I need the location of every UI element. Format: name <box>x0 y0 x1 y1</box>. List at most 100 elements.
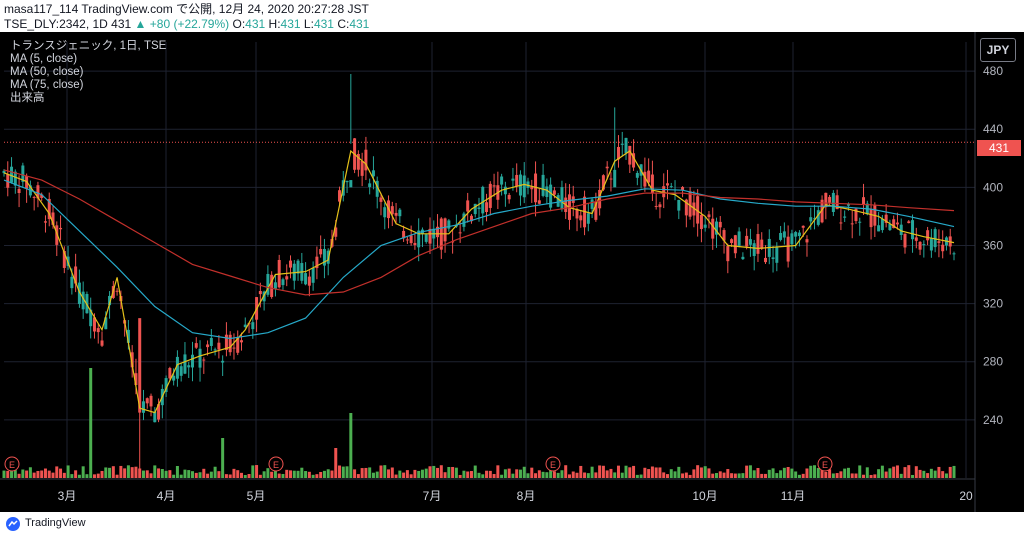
volume-bar <box>47 470 51 478</box>
volume-bar <box>119 465 123 478</box>
legend-ma50[interactable]: MA (50, close) <box>10 66 84 78</box>
volume-bar <box>752 470 756 478</box>
volume-bar <box>873 474 877 478</box>
volume-bar <box>251 465 255 478</box>
candle-body <box>733 235 737 254</box>
candle-body <box>877 225 881 232</box>
volume-bar <box>665 474 669 478</box>
volume-bar <box>25 470 29 478</box>
candle-body <box>21 165 25 182</box>
volume-bar <box>571 471 575 478</box>
volume-bar <box>884 471 888 478</box>
volume-bar <box>240 472 243 478</box>
volume-bar <box>813 465 817 478</box>
close-label: C: <box>337 17 350 31</box>
candle-body <box>89 309 93 327</box>
volume-bar <box>632 465 636 478</box>
volume-bar <box>609 468 613 478</box>
candle-body <box>858 221 862 223</box>
volume-bar <box>620 472 624 478</box>
candle-body <box>398 209 402 217</box>
legend-ma75[interactable]: MA (75, close) <box>10 79 84 91</box>
legend-ma5[interactable]: MA (5, close) <box>10 53 78 65</box>
volume-bar <box>270 471 274 478</box>
candle-body <box>805 239 809 243</box>
volume-bar <box>711 473 715 478</box>
volume-bar <box>760 473 764 478</box>
volume-bar <box>432 465 436 478</box>
volume-bar <box>100 470 104 478</box>
volume-bar <box>141 470 145 478</box>
candle-body <box>371 170 375 177</box>
candle-body <box>104 317 108 330</box>
volume-bar <box>360 468 364 478</box>
candle-body <box>251 322 255 330</box>
candle-body <box>134 373 138 385</box>
legend-volume[interactable]: 出来高 <box>10 92 45 104</box>
candle-body <box>824 192 828 208</box>
volume-bar <box>420 469 424 478</box>
volume-bar <box>703 466 707 478</box>
candle-body <box>718 221 722 228</box>
volume-bar <box>236 470 240 478</box>
volume-bar <box>104 467 108 478</box>
currency-badge[interactable]: JPY <box>980 38 1016 62</box>
candle-body <box>888 224 892 231</box>
candle-body <box>899 224 903 235</box>
footer-brand: TradingView <box>25 517 86 529</box>
volume-bar <box>326 469 330 478</box>
x-tick-label: 5月 <box>247 489 266 503</box>
volume-bar <box>89 368 93 478</box>
volume-bar <box>635 474 639 478</box>
candle-body <box>560 187 564 210</box>
candle-body <box>809 217 813 222</box>
candle-body <box>402 230 406 239</box>
volume-bar <box>575 472 579 478</box>
volume-bar <box>764 473 768 478</box>
candle-body <box>880 218 884 231</box>
candle-body <box>409 235 413 244</box>
symbol-label: TSE_DLY:2342, 1D 431 <box>4 17 132 31</box>
candle-body <box>937 241 941 243</box>
volume-bar <box>262 471 266 478</box>
candle-body <box>654 205 658 207</box>
candle-body <box>217 342 221 350</box>
volume-bar <box>409 474 413 478</box>
candle-body <box>715 221 718 235</box>
candle-body <box>745 235 749 247</box>
candle-body <box>296 260 300 274</box>
candle-body <box>632 153 636 168</box>
candle-body <box>390 206 394 215</box>
volume-bar <box>715 473 718 478</box>
volume-bar <box>458 474 462 478</box>
volume-bar <box>51 472 55 478</box>
candle-body <box>616 146 620 160</box>
chart-area[interactable]: 240 280 320 360 400 440 480 3月 4月 5月 7月 8月 10月 11月 20 E… <box>0 32 1024 512</box>
volume-bar <box>43 468 47 478</box>
candle-body <box>711 218 715 239</box>
candle-body <box>782 231 786 238</box>
candle-body <box>6 174 10 188</box>
volume-bar <box>877 469 881 478</box>
candle-body <box>92 317 96 332</box>
candle-body <box>315 256 319 269</box>
price-chart-svg[interactable]: 240 280 320 360 400 440 480 3月 4月 5月 7月 8月 10月 11月 20 E… <box>0 32 1024 512</box>
candle-body <box>32 196 36 198</box>
volume-bar <box>175 465 179 478</box>
candle-body <box>665 183 669 186</box>
candle-body <box>232 347 236 349</box>
volume-bar <box>202 468 206 478</box>
volume-bar <box>556 472 560 478</box>
volume-bar <box>888 468 892 478</box>
tradingview-logo-icon <box>6 517 20 531</box>
volume-bar <box>383 465 387 478</box>
volume-bar <box>2 470 6 478</box>
volume-bar <box>545 472 549 478</box>
candle-body <box>624 137 628 154</box>
candle-body <box>458 232 462 234</box>
candle-body <box>145 398 149 404</box>
candle-body <box>36 185 40 199</box>
volume-bar <box>168 470 172 478</box>
volume-bar <box>319 471 323 478</box>
candle-body <box>356 153 360 170</box>
